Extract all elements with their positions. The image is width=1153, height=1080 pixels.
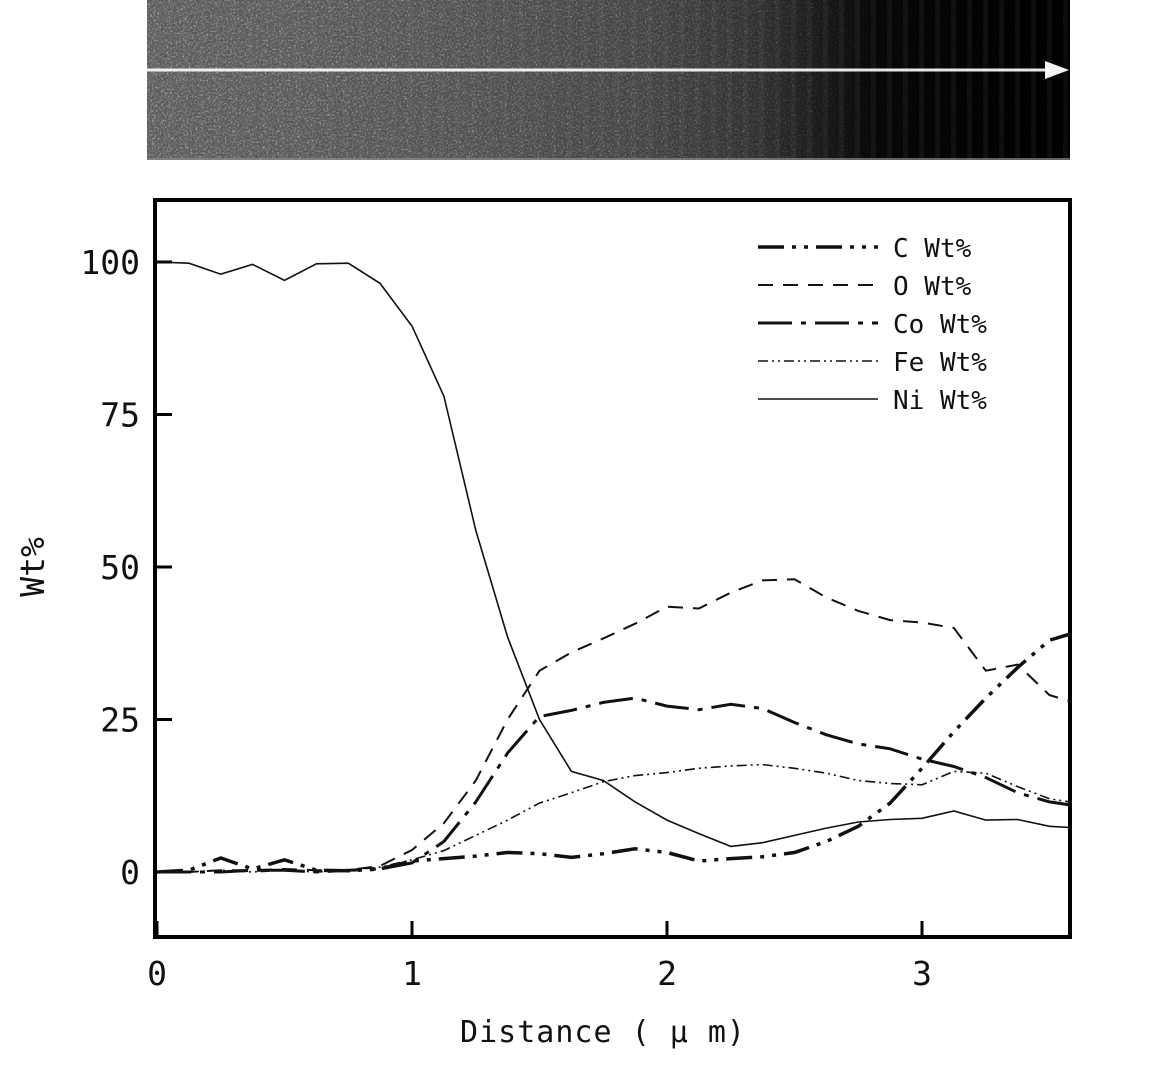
series-lines xyxy=(156,261,1071,874)
legend-label-o: O Wt% xyxy=(893,272,972,302)
legend: C Wt% O Wt% Co Wt% Fe Wt% Ni Wt% xyxy=(758,234,987,416)
series-line-fe xyxy=(157,763,1071,873)
y-tick-label: 50 xyxy=(100,548,140,587)
x-tick-label: 2 xyxy=(657,954,677,993)
y-tick-label: 75 xyxy=(100,396,140,435)
plot-border xyxy=(153,198,1072,939)
sem-scan-image xyxy=(147,0,1070,160)
y-tick-label: 100 xyxy=(80,243,140,282)
series-line-c xyxy=(156,632,1071,874)
legend-label-ni: Ni Wt% xyxy=(893,386,987,416)
x-tick-label: 0 xyxy=(147,954,167,993)
legend-label-c: C Wt% xyxy=(893,234,972,264)
y-axis-title: Wt% xyxy=(13,537,52,597)
series-line-co xyxy=(157,696,1071,874)
x-tick-label: 1 xyxy=(402,954,422,993)
series-line-ni xyxy=(156,261,1070,848)
y-tick-label: 25 xyxy=(100,701,140,740)
y-tick-label: 0 xyxy=(120,853,140,892)
scan-line-arrowhead-icon xyxy=(1045,61,1069,79)
x-tick-label: 3 xyxy=(912,954,932,993)
axis-ticks: 0 25 50 75 100 0 1 2 3 xyxy=(80,243,932,993)
series-line-o xyxy=(157,578,1071,873)
x-axis-title: Distance ( μ m) xyxy=(460,1015,746,1050)
legend-label-fe: Fe Wt% xyxy=(893,348,987,378)
legend-label-co: Co Wt% xyxy=(893,310,987,340)
